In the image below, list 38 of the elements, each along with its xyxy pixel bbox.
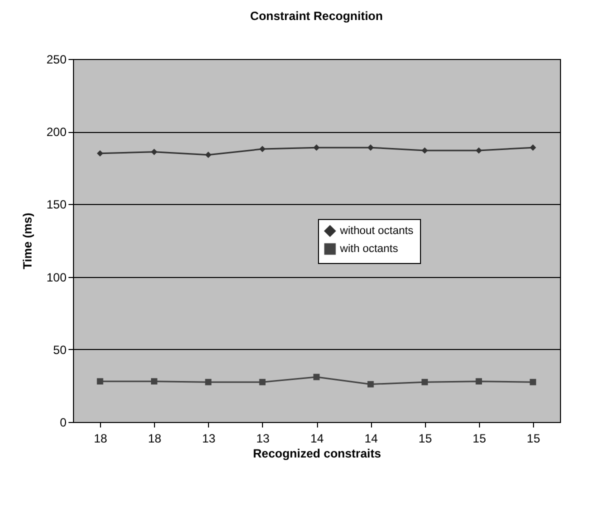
point [476,147,482,154]
point [422,147,428,154]
y-axis-title: Time (ms) [20,212,34,270]
chart-title: Constraint Recognition [250,9,383,23]
x-tick-label: 13 [256,432,270,446]
point [259,146,266,152]
point [313,144,320,151]
y-tick-label: 50 [53,342,67,357]
x-tick-label: 18 [148,432,162,446]
point [422,378,428,386]
y-tick-label: 0 [60,416,67,430]
y-tick-label: 150 [46,198,67,212]
x-tick-label: 18 [94,432,108,446]
x-tick-label: 14 [364,432,378,446]
point [476,378,482,385]
point [530,144,536,151]
x-tick-label: 13 [202,432,216,446]
point [259,378,266,386]
y-tick-label: 250 [46,52,67,66]
point [313,374,320,380]
y-tick-label: 100 [46,270,67,284]
legend-label: without octants [339,225,414,237]
y-tick-label: 200 [46,125,67,140]
x-tick-label: 15 [418,432,432,446]
point [530,378,536,386]
x-tick-label: 14 [310,432,324,446]
point [367,381,374,388]
point [367,144,374,151]
point [205,378,212,386]
point [151,378,158,385]
point [96,150,104,157]
point [151,148,158,156]
x-axis-title: Recognized constraits [252,446,382,460]
point [96,378,104,385]
x-tick-label: 15 [526,432,540,446]
legend-label: with octants [339,243,399,255]
x-tick-label: 15 [472,432,486,446]
point [205,152,212,158]
